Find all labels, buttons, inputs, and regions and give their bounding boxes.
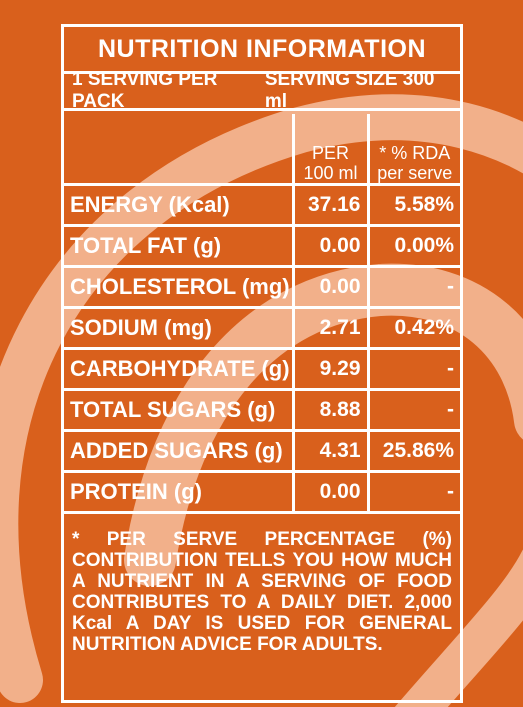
table-row: CHOLESTEROL (mg) 0.00 - [64,264,460,309]
rda-footnote: * PER SERVE PERCENTAGE (%) CONTRIBUTION … [72,529,452,655]
swirl-lower-arc [394,549,523,707]
nutrition-table: PER 100 ml * % RDA per serve ENERGY (Kca… [64,114,460,514]
nutrient-name: ADDED SUGARS (g) [64,428,295,473]
servings-per-pack: 1 SERVING PER PACK [72,69,218,112]
rda-value: 25.86% [366,428,460,473]
header-per-100ml: PER 100 ml [291,114,370,186]
table-row: SODIUM (mg) 2.71 0.42% [64,305,460,350]
table-row: CARBOHYDRATE (g) 9.29 - [64,346,460,391]
table-header-row: PER 100 ml * % RDA per serve [64,114,460,186]
header-per-serve-label: per serve [377,162,453,183]
header-rda-label: * % RDA [379,142,451,163]
nutrition-panel: NUTRITION INFORMATION 1 SERVING PER PACK… [61,24,463,703]
header-empty-cell [64,114,295,186]
table-row: TOTAL SUGARS (g) 8.88 - [64,387,460,432]
header-rda: * % RDA per serve [366,114,460,186]
rda-value: - [366,387,460,432]
serving-size: SERVING SIZE 300 ml [264,69,435,112]
rda-value: 0.42% [366,305,460,350]
per-100ml-value: 2.71 [291,305,370,350]
table-row: TOTAL FAT (g) 0.00 0.00% [64,223,460,268]
per-100ml-value: 9.29 [291,346,370,391]
nutrient-name: CHOLESTEROL (mg) [64,264,295,309]
nutrient-name: ENERGY (Kcal) [64,182,295,227]
rda-value: - [366,469,460,514]
rda-value: 5.58% [366,182,460,227]
nutrient-name: CARBOHYDRATE (g) [64,346,295,391]
panel-title: NUTRITION INFORMATION [64,27,460,74]
nutrient-name: TOTAL SUGARS (g) [64,387,295,432]
table-row: PROTEIN (g) 0.00 - [64,469,460,514]
rda-value: - [366,264,460,309]
header-per-label: PER [311,142,349,163]
per-100ml-value: 0.00 [291,469,370,514]
nutrient-name: PROTEIN (g) [64,469,295,514]
per-100ml-value: 0.00 [291,264,370,309]
per-100ml-value: 0.00 [291,223,370,268]
per-100ml-value: 37.16 [291,182,370,227]
rda-value: 0.00% [366,223,460,268]
header-100ml-label: 100 ml [303,162,358,183]
nutrient-name: TOTAL FAT (g) [64,223,295,268]
per-100ml-value: 8.88 [291,387,370,432]
table-row: ENERGY (Kcal) 37.16 5.58% [64,182,460,227]
rda-value: - [366,346,460,391]
nutrient-name: SODIUM (mg) [64,305,295,350]
serving-info: 1 SERVING PER PACK SERVING SIZE 300 ml [64,69,460,112]
table-row: ADDED SUGARS (g) 4.31 25.86% [64,428,460,473]
per-100ml-value: 4.31 [291,428,370,473]
